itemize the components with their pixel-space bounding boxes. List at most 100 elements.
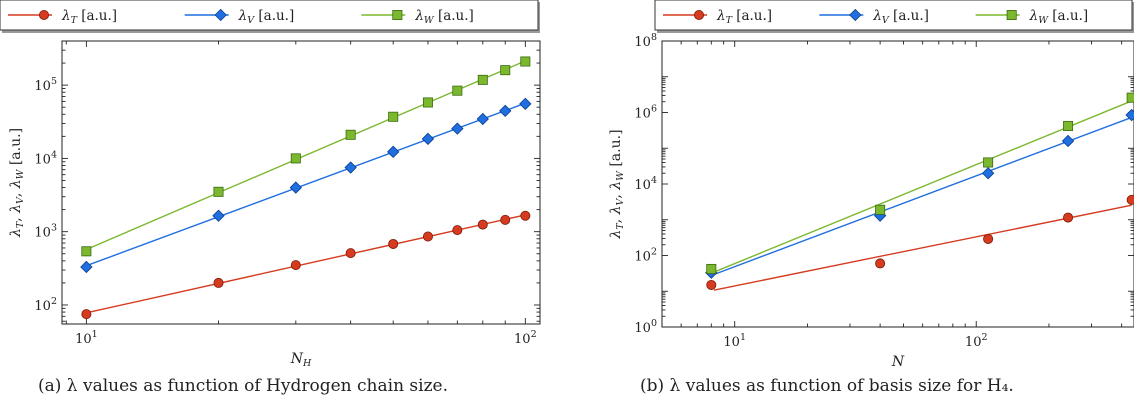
axes-frame [61,40,541,325]
legend-marker [694,9,705,20]
series-W [706,92,1134,274]
legend-marker [39,9,50,20]
y-tick-label: 105 [34,76,57,94]
legend-marker [849,8,862,22]
y-tick-label: 104 [34,149,57,167]
data-point-W [875,204,886,215]
data-point-T [983,233,994,244]
data-point-V [80,260,93,274]
legend-label: λV [a.u.] [872,8,929,26]
series-V [705,108,1134,279]
chart-a: 101 102 102 103 104 105 NH λT, λV, λW [a.u.] λT … [0,0,541,369]
data-point-T [1063,212,1074,223]
legend-label: λT [a.u.] [61,8,117,26]
data-point-W [213,186,224,197]
legend-box [654,0,1133,31]
data-point-W [706,263,717,274]
data-point-W [290,153,301,164]
legend-entry-T: λT [a.u.] [8,8,117,26]
series-V [80,97,532,274]
data-point-V [499,104,512,118]
caption-a: (a) λ values as function of Hydrogen cha… [38,376,448,396]
series-T [81,210,531,320]
legend-entry-V: λV [a.u.] [184,8,295,26]
data-point-T [500,214,511,225]
y-tick-label: 103 [34,223,57,241]
x-tick-label: 102 [965,332,988,350]
data-point-V [387,145,400,158]
fit-line-V [711,116,1132,277]
data-point-W [1126,92,1134,103]
legend: λT [a.u.] λV [a.u.] λW [a.u.] [654,0,1134,33]
legend-entry-W: λW [a.u.] [361,8,474,26]
data-point-W [388,111,399,122]
fit-line-T [86,214,526,314]
data-point-T [81,309,92,320]
data-point-V [289,181,302,194]
y-axis-label-text: λT, λV, λW [a.u.] [608,129,626,239]
fit-line-W [711,100,1132,274]
data-point-V [421,132,435,145]
data-point-V [519,97,532,111]
y-tick-label: 102 [34,296,57,314]
data-point-W [81,246,92,257]
data-point-T [388,238,399,249]
data-point-W [345,129,356,140]
plot-area [705,92,1134,291]
fit-line-T [713,204,1132,291]
x-axis-label: N [891,354,905,370]
legend-label: λW [a.u.] [414,8,473,26]
data-point-V [344,161,357,174]
legend-entry-V: λV [a.u.] [819,8,929,26]
fit-line-V [86,102,526,267]
legend-marker [392,9,403,20]
legend-label: λV [a.u.] [238,8,295,26]
y-tick-label: 108 [634,32,657,50]
caption-b-text: (b) λ values as function of basis size f… [640,376,1014,396]
y-tick-label: 100 [634,318,657,336]
legend-label: λT [a.u.] [716,8,772,26]
y-tick-label: 104 [634,175,657,193]
series-T [706,194,1134,291]
data-point-V [1125,108,1134,122]
axes-frame [661,40,1134,328]
data-point-W [983,157,994,168]
series-W [81,56,531,257]
caption-b: (b) λ values as function of basis size f… [640,376,1014,396]
x-axis-label: NH [290,351,312,369]
data-point-T [520,210,531,221]
data-point-W [520,56,531,67]
data-point-T [452,225,463,236]
y-tick-label: 102 [634,247,657,265]
x-tick-label: 102 [514,329,537,347]
y-axis-label-text: λT, λV, λW [a.u.] [8,128,26,238]
data-point-V [451,122,464,135]
fit-line-W [86,60,526,251]
data-point-T [290,260,301,271]
data-point-V [981,167,995,180]
data-point-V [476,112,489,126]
data-point-W [1063,120,1074,131]
data-point-V [1061,134,1075,148]
data-point-W [422,97,433,108]
x-tick-label: 101 [723,332,746,350]
data-point-W [477,74,488,85]
legend-entry-W: λW [a.u.] [975,8,1088,26]
y-axis-label: λT, λV, λW [a.u.] [608,129,626,239]
legend-box [0,0,539,31]
legend-entry-T: λT [a.u.] [663,8,772,26]
chart-b: 101 102 100 102 104 106 108 NλT, λV, λW [a.u.] λ… [608,0,1134,370]
caption-a-text: (a) λ values as function of Hydrogen cha… [38,376,449,396]
y-axis-label: λT, λV, λW [a.u.] [8,128,26,238]
data-point-W [500,65,511,76]
data-point-T [422,231,433,242]
y-tick-label: 106 [634,104,657,122]
data-point-T [706,279,717,290]
data-point-T [1126,194,1134,205]
x-tick-label: 101 [75,329,98,347]
legend-marker [214,8,227,22]
data-point-T [213,277,224,288]
data-point-T [477,219,488,230]
data-point-T [875,258,886,269]
